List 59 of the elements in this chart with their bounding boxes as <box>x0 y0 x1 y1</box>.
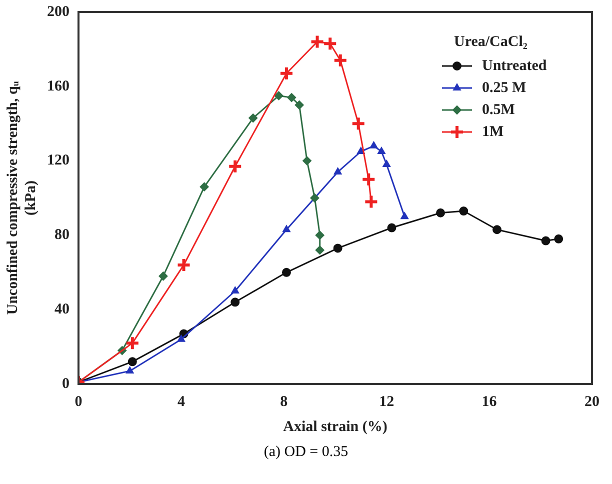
point <box>126 366 134 374</box>
point <box>315 230 324 240</box>
point <box>177 334 186 342</box>
point <box>124 336 140 351</box>
point <box>492 225 502 234</box>
y-tick-label: 160 <box>47 78 70 94</box>
point <box>364 194 379 210</box>
point <box>310 194 320 202</box>
point <box>334 167 342 174</box>
point <box>333 244 342 253</box>
point <box>158 272 168 281</box>
point <box>200 182 209 192</box>
point <box>400 212 409 220</box>
x-tick-label: 4 <box>177 394 186 410</box>
point <box>287 93 296 102</box>
x-tick-label: 16 <box>482 394 498 410</box>
legend-label: 1M <box>482 124 504 140</box>
y-tick-label: 40 <box>54 301 70 318</box>
point <box>459 206 468 216</box>
point <box>274 91 284 100</box>
text: (a) OD = 0.35 <box>262 444 350 461</box>
point <box>370 141 378 148</box>
point <box>382 160 391 168</box>
x-tick-label: 20 <box>584 394 600 410</box>
legend-label: 0.25 M <box>482 80 526 96</box>
point <box>315 246 324 255</box>
y-tick-label: 120 <box>47 152 70 169</box>
point <box>541 236 550 246</box>
x-tick-label: 8 <box>280 394 288 410</box>
y-axis-title: Unconfined compressive strength, qᵤ (kPa) <box>4 81 39 315</box>
point <box>176 257 192 272</box>
point <box>436 208 446 218</box>
point <box>387 223 396 232</box>
point <box>282 268 291 277</box>
point <box>361 172 376 187</box>
point <box>278 66 294 81</box>
legend-label: Untreated <box>482 58 548 74</box>
legend-title: Urea/CaCl₂ <box>454 34 528 50</box>
point <box>350 116 366 132</box>
point <box>228 158 243 174</box>
point <box>128 357 137 366</box>
legend-label: 0.5M <box>482 102 515 118</box>
point <box>332 52 348 68</box>
point <box>310 34 325 50</box>
x-axis-title: Axial strain (%) <box>283 418 388 435</box>
point <box>294 100 304 110</box>
point <box>302 156 312 166</box>
y-tick-label: 80 <box>54 227 70 244</box>
point <box>282 225 290 232</box>
point <box>322 36 338 52</box>
y-tick-label: 200 <box>47 4 70 20</box>
x-tick-label: 12 <box>379 394 394 410</box>
point <box>230 298 240 307</box>
point <box>231 286 240 294</box>
x-tick-label: 0 <box>74 394 82 410</box>
point <box>554 234 564 244</box>
point <box>378 147 386 154</box>
y-tick-label: 0 <box>62 376 70 392</box>
point <box>248 114 258 123</box>
